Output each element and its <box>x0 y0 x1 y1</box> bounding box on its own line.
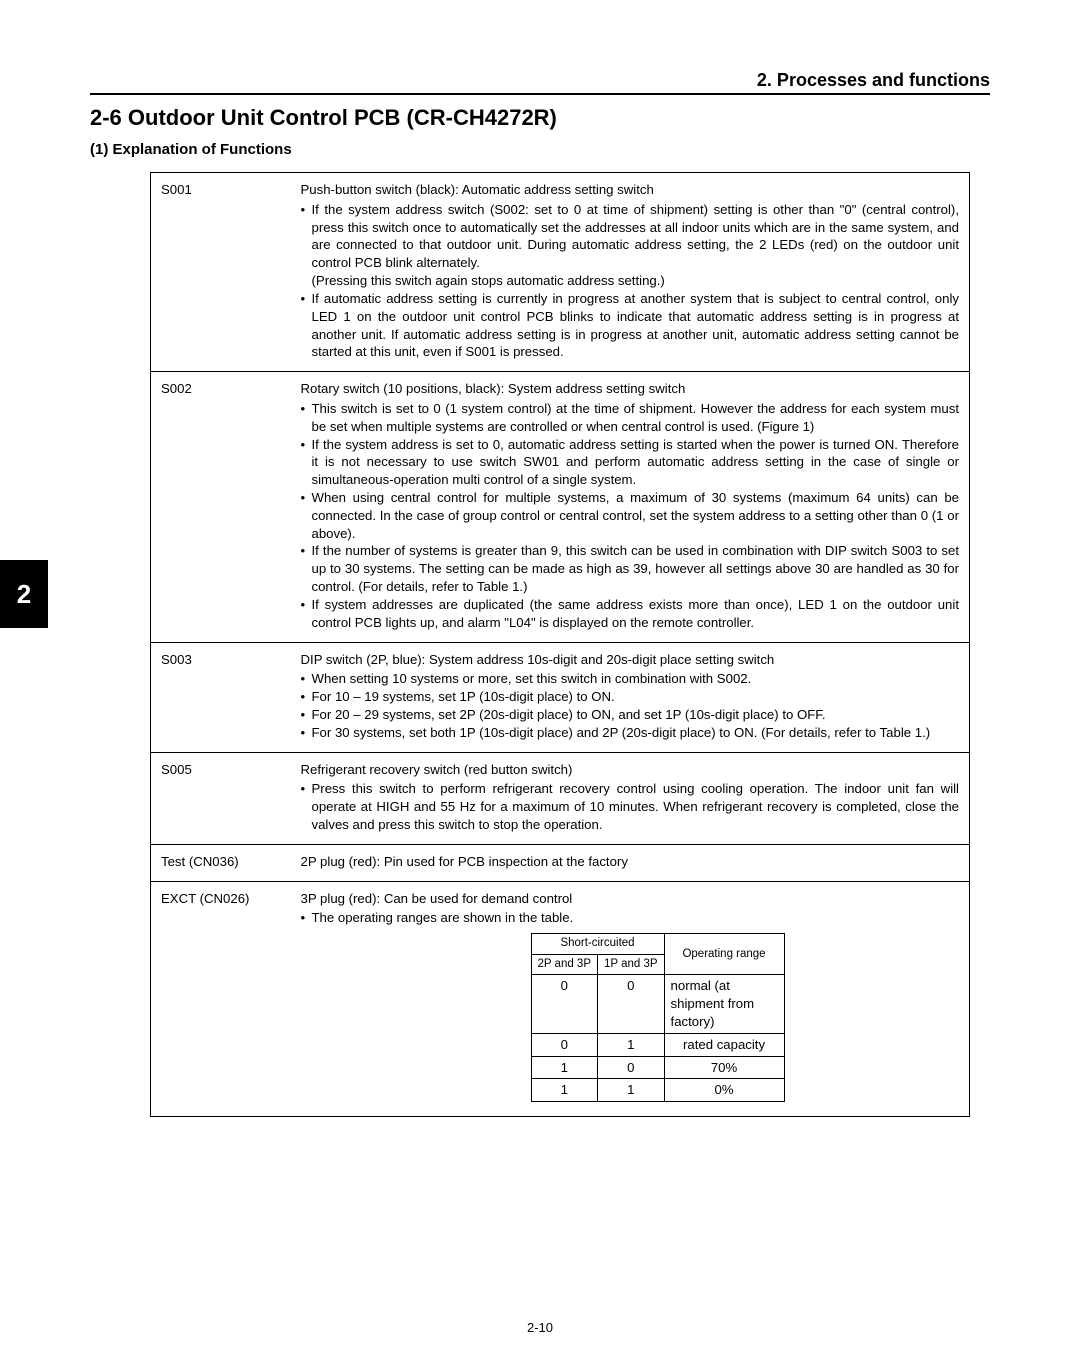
list-item: For 10 – 19 systems, set 1P (10s-digit p… <box>301 688 960 706</box>
header-short-circuited: Short-circuited <box>531 934 664 955</box>
cell: 0 <box>598 975 665 1033</box>
list-item: If the system address switch (S002: set … <box>301 201 960 290</box>
row-desc: DIP switch (2P, blue): System address 10… <box>291 642 970 752</box>
row-desc: 2P plug (red): Pin used for PCB inspecti… <box>291 844 970 881</box>
functions-table: S001 Push-button switch (black): Automat… <box>150 172 970 1117</box>
list-item: The operating ranges are shown in the ta… <box>301 909 960 927</box>
list-item: This switch is set to 0 (1 system contro… <box>301 400 960 436</box>
cell: 0 <box>531 1033 598 1056</box>
row-desc: Refrigerant recovery switch (red button … <box>291 752 970 844</box>
cell: 1 <box>531 1079 598 1102</box>
bullet-list: When setting 10 systems or more, set thi… <box>301 670 960 741</box>
sub-heading: (1) Explanation of Functions <box>90 141 990 158</box>
table-row: 0 1 rated capacity <box>531 1033 784 1056</box>
list-item: If automatic address setting is currentl… <box>301 290 960 361</box>
row-title: 2P plug (red): Pin used for PCB inspecti… <box>301 854 628 869</box>
list-item: If system addresses are duplicated (the … <box>301 596 960 632</box>
page-number: 2-10 <box>0 1320 1080 1335</box>
cell: 1 <box>531 1056 598 1079</box>
bullet-list: If the system address switch (S002: set … <box>301 201 960 361</box>
chapter-tab: 2 <box>0 560 48 628</box>
operating-range-table: Short-circuited Operating range 2P and 3… <box>531 933 785 1102</box>
table-row: 0 0 normal (at shipment from factory) <box>531 975 784 1033</box>
row-title: Rotary switch (10 positions, black): Sys… <box>301 381 686 396</box>
table-row: S001 Push-button switch (black): Automat… <box>151 173 970 372</box>
cell: 0 <box>531 975 598 1033</box>
header-operating-range: Operating range <box>664 934 784 975</box>
cell: rated capacity <box>664 1033 784 1056</box>
cell: 70% <box>664 1056 784 1079</box>
list-item: Press this switch to perform refrigerant… <box>301 780 960 833</box>
list-item: For 30 systems, set both 1P (10s-digit p… <box>301 724 960 742</box>
section-header: 2. Processes and functions <box>90 70 990 95</box>
row-desc: 3P plug (red): Can be used for demand co… <box>291 881 970 1117</box>
list-item: When using central control for multiple … <box>301 489 960 542</box>
list-item: If the number of systems is greater than… <box>301 542 960 595</box>
row-title: Refrigerant recovery switch (red button … <box>301 762 573 777</box>
row-desc: Rotary switch (10 positions, black): Sys… <box>291 372 970 642</box>
row-label: Test (CN036) <box>151 844 291 881</box>
header-1p3p: 1P and 3P <box>598 954 665 975</box>
row-title: Push-button switch (black): Automatic ad… <box>301 182 654 197</box>
table-row: S002 Rotary switch (10 positions, black)… <box>151 372 970 642</box>
row-desc: Push-button switch (black): Automatic ad… <box>291 173 970 372</box>
table-row: Test (CN036) 2P plug (red): Pin used for… <box>151 844 970 881</box>
cell: 0% <box>664 1079 784 1102</box>
table-row: Short-circuited Operating range <box>531 934 784 955</box>
bullet-list: This switch is set to 0 (1 system contro… <box>301 400 960 632</box>
row-label: S005 <box>151 752 291 844</box>
row-label: EXCT (CN026) <box>151 881 291 1117</box>
table-row: S005 Refrigerant recovery switch (red bu… <box>151 752 970 844</box>
list-item: When setting 10 systems or more, set thi… <box>301 670 960 688</box>
bullet-list: The operating ranges are shown in the ta… <box>301 909 960 927</box>
row-label: S002 <box>151 372 291 642</box>
main-heading: 2-6 Outdoor Unit Control PCB (CR-CH4272R… <box>90 105 990 131</box>
row-title: 3P plug (red): Can be used for demand co… <box>301 891 573 906</box>
table-row: EXCT (CN026) 3P plug (red): Can be used … <box>151 881 970 1117</box>
header-2p3p: 2P and 3P <box>531 954 598 975</box>
cell: normal (at shipment from factory) <box>664 975 784 1033</box>
cell: 0 <box>598 1056 665 1079</box>
table-row: 1 0 70% <box>531 1056 784 1079</box>
page: 2 2. Processes and functions 2-6 Outdoor… <box>0 0 1080 1363</box>
table-row: 1 1 0% <box>531 1079 784 1102</box>
cell: 1 <box>598 1079 665 1102</box>
list-item: For 20 – 29 systems, set 2P (20s-digit p… <box>301 706 960 724</box>
bullet-list: Press this switch to perform refrigerant… <box>301 780 960 833</box>
row-label: S003 <box>151 642 291 752</box>
table-row: S003 DIP switch (2P, blue): System addre… <box>151 642 970 752</box>
cell: 1 <box>598 1033 665 1056</box>
row-title: DIP switch (2P, blue): System address 10… <box>301 652 775 667</box>
row-label: S001 <box>151 173 291 372</box>
list-item: If the system address is set to 0, autom… <box>301 436 960 489</box>
